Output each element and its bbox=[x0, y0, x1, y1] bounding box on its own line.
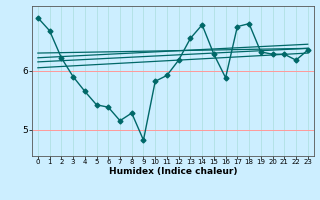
X-axis label: Humidex (Indice chaleur): Humidex (Indice chaleur) bbox=[108, 167, 237, 176]
